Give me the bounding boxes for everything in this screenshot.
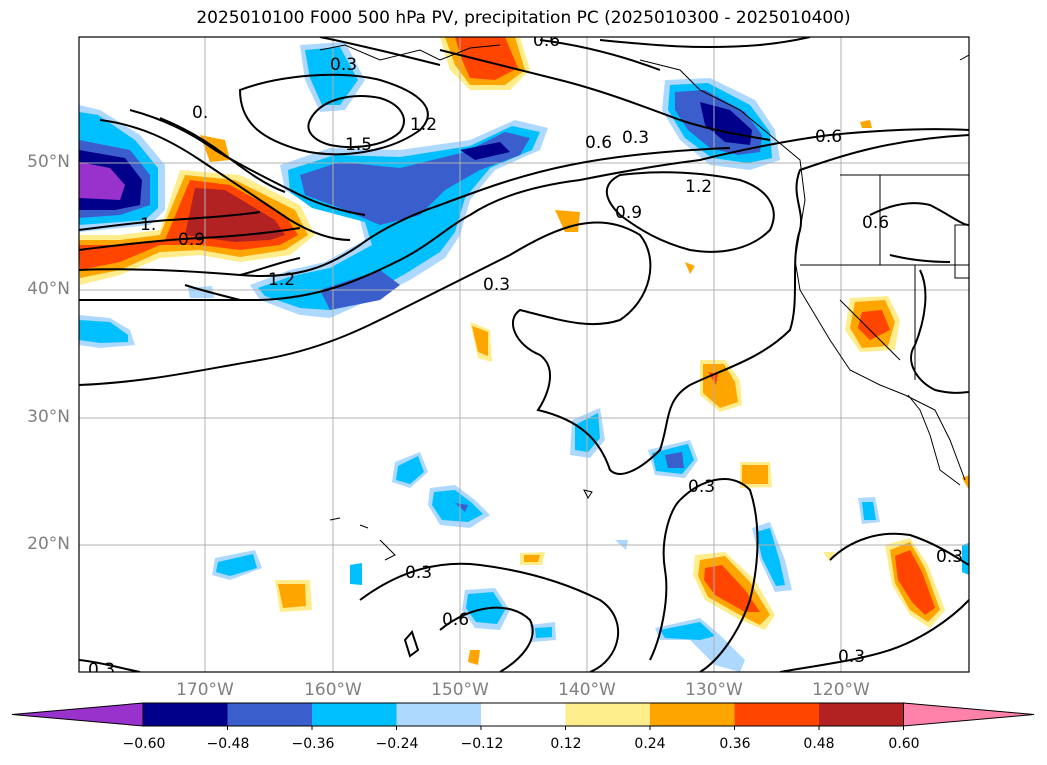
lat-label-20n: 20°N: [27, 534, 70, 554]
colorbar-segment: [227, 703, 313, 726]
colorbar-tick-label: 0.48: [803, 736, 835, 752]
plot-border: [78, 36, 970, 673]
lon-label-160w: 160°W: [304, 680, 362, 700]
colorbar: [11, 702, 1035, 730]
contour-label: 0.6: [585, 133, 612, 153]
colorbar-extend-max: [903, 702, 1035, 727]
colorbar-tick-label: −0.48: [206, 736, 250, 752]
contour-label: 0.3: [838, 647, 865, 667]
contour-label: 0.9: [178, 230, 205, 250]
contour-label: 0.3: [405, 563, 432, 583]
graticule: [79, 37, 969, 672]
colorbar-segment: [734, 703, 820, 726]
lat-label-40n: 40°N: [27, 279, 70, 299]
contour-label: 0.6: [533, 31, 560, 51]
contour-label: 0.3: [88, 660, 115, 680]
contour-label: 1.2: [268, 270, 295, 290]
colorbar-segment: [312, 703, 397, 726]
lon-label-120w: 120°W: [812, 680, 870, 700]
colorbar-outline: [142, 702, 904, 727]
pv-contours: [79, 37, 969, 672]
lon-label-170w: 170°W: [176, 680, 234, 700]
contour-label: 0.3: [936, 547, 963, 567]
colorbar-extend-min: [11, 702, 144, 727]
lon-label-130w: 130°W: [685, 680, 743, 700]
contour-label: 0.6: [862, 213, 889, 233]
colorbar-tick-label: 0.12: [550, 736, 582, 752]
contour-label: 1.2: [685, 177, 712, 197]
contour-label: 0.3: [483, 275, 510, 295]
colorbar-tick-label: −0.24: [375, 736, 419, 752]
map-title: 2025010100 F000 500 hPa PV, precipitatio…: [196, 8, 851, 28]
colorbar-tick-label: −0.12: [460, 736, 504, 752]
contour-label: 0.3: [330, 55, 357, 75]
colorbar-tick-label: 0.24: [634, 736, 666, 752]
contour-label: 0.: [192, 103, 208, 123]
colorbar-tick-label: −0.36: [291, 736, 335, 752]
contour-labels: 0.6 0.3 0. 1.2 1.5 0.6 0.3 0.6 1.2 0.9 0…: [88, 31, 963, 680]
contour-label: 1.5: [345, 135, 372, 155]
colorbar-segment: [143, 703, 228, 726]
lat-label-30n: 30°N: [27, 407, 70, 427]
lon-label-150w: 150°W: [431, 680, 489, 700]
colorbar-tick-label: 0.36: [719, 736, 751, 752]
colorbar-segment: [565, 703, 651, 726]
colorbar-segment: [650, 703, 735, 726]
contour-label: 0.6: [815, 127, 842, 147]
contour-label: 0.3: [622, 128, 649, 148]
contour-label: 1.2: [410, 115, 437, 135]
lat-label-50n: 50°N: [27, 152, 70, 172]
contour-label: 0.3: [688, 477, 715, 497]
colorbar-segment: [819, 703, 904, 726]
contour-label: 0.9: [615, 203, 642, 223]
colorbar-segment: [481, 703, 566, 726]
contour-label: 1.: [140, 215, 156, 235]
coastlines: [319, 44, 969, 561]
colorbar-tick-label: −0.60: [122, 736, 166, 752]
colorbar-segment: [396, 703, 482, 726]
lon-label-140w: 140°W: [558, 680, 616, 700]
contour-label: 0.6: [442, 610, 469, 630]
colorbar-tick-label: 0.60: [888, 736, 920, 752]
